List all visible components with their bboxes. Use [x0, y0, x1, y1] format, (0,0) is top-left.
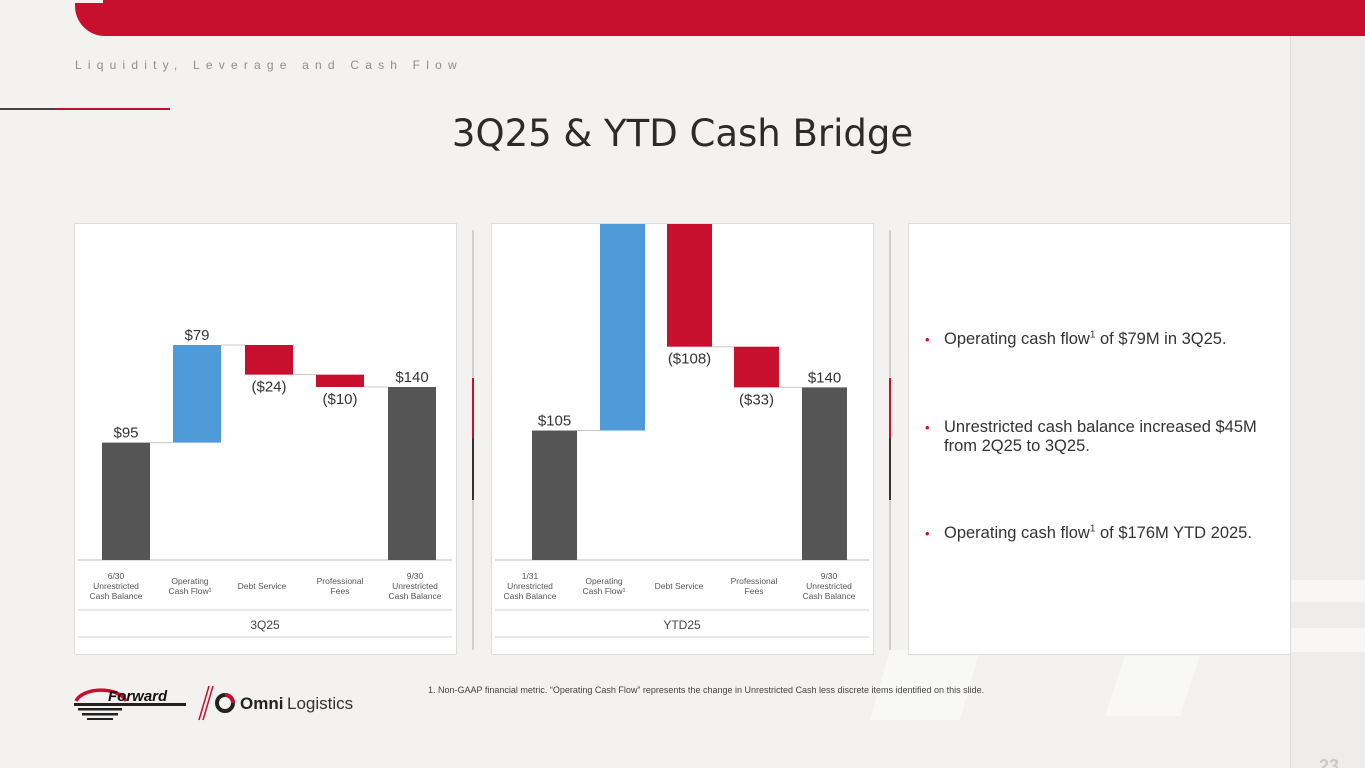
- bar-decrease: [734, 346, 779, 388]
- data-label: ($24): [251, 379, 286, 396]
- bar-increase: [173, 345, 221, 443]
- x-tick-label: Professional Fees: [731, 576, 778, 596]
- bar-total: [802, 387, 847, 560]
- x-tick-label: 9/30 Unrestricted Cash Balance: [803, 571, 856, 601]
- bar-total: [102, 442, 150, 560]
- data-label: ($33): [739, 391, 774, 408]
- bar-decrease: [667, 224, 712, 347]
- x-tick-label: Operating Cash Flow¹: [169, 576, 212, 596]
- bar-decrease: [316, 374, 364, 388]
- data-label: $140: [808, 369, 841, 386]
- commentary-panel: [908, 223, 1291, 655]
- logistics-logo-text: Logistics: [287, 694, 353, 713]
- page-number: 23: [1318, 756, 1339, 768]
- omni-logo-text: Omni: [240, 694, 283, 713]
- data-label: $105: [538, 413, 571, 430]
- company-logo: Forward Omni Logistics: [74, 685, 353, 721]
- logo-divider-slash: [198, 685, 214, 721]
- chart-panel-ytd25: $105$176($108)($33)$1401/31UnrestrictedC…: [491, 223, 874, 655]
- section-label: Liquidity, Leverage and Cash Flow: [75, 58, 463, 72]
- forward-logo-icon: [74, 688, 186, 720]
- right-margin-panel: 23: [1290, 36, 1365, 768]
- bullet-dot: •: [925, 526, 930, 541]
- section-rule: [0, 108, 170, 110]
- x-tick-label: Debt Service: [238, 581, 287, 591]
- omni-logo-icon: [215, 693, 235, 713]
- bar-increase: [600, 224, 645, 431]
- data-label: ($108): [668, 351, 711, 368]
- top-bar-notch: [75, 0, 103, 3]
- x-tick-label: 9/30 Unrestricted Cash Balance: [389, 571, 442, 601]
- x-tick-label: Operating Cash Flow¹: [583, 576, 626, 596]
- bullet-item: • Unrestricted cash balance increased $4…: [925, 418, 1257, 455]
- period-label: 3Q25: [250, 618, 280, 632]
- period-label: YTD25: [663, 618, 701, 632]
- top-brand-bar: [75, 0, 1365, 36]
- data-label: $79: [184, 327, 209, 344]
- bullet-item: • Operating cash flow1 of $176M YTD 2025…: [925, 523, 1252, 542]
- x-tick-label: 6/30 Unrestricted Cash Balance: [90, 571, 143, 601]
- waterfall-chart-ytd25: $105$176($108)($33)$1401/31UnrestrictedC…: [495, 224, 869, 638]
- slide-title: 3Q25 & YTD Cash Bridge: [451, 112, 914, 155]
- chart-panel-3q25: $95 $79 ($24) ($10) $140 6/30 Unrestricted Cash…: [74, 223, 457, 655]
- x-tick-label: Debt Service: [655, 581, 704, 591]
- footnote: 1. Non-GAAP financial metric. “Operating…: [428, 685, 985, 695]
- panel-divider-2: [889, 230, 891, 650]
- bullet-dot: •: [925, 420, 930, 435]
- data-label: $140: [395, 369, 428, 386]
- panel-divider-1: [472, 230, 474, 650]
- bullet-dot: •: [925, 332, 930, 347]
- bar-total: [532, 430, 577, 560]
- forward-logo-text: Forward: [108, 688, 168, 705]
- data-label: $95: [113, 425, 138, 442]
- data-label: ($10): [322, 391, 357, 408]
- x-tick-label: 1/31 Unrestricted Cash Balance: [504, 571, 557, 601]
- bullet-item: • Operating cash flow1 of $79M in 3Q25.: [925, 329, 1227, 348]
- x-tick-label: Professional Fees: [317, 576, 364, 596]
- decorative-stripes: [1291, 580, 1365, 652]
- bar-total: [388, 387, 436, 560]
- waterfall-chart-3q25: $95 $79 ($24) ($10) $140 6/30 Unrestricted Cash…: [78, 327, 452, 638]
- bar-decrease: [245, 345, 293, 375]
